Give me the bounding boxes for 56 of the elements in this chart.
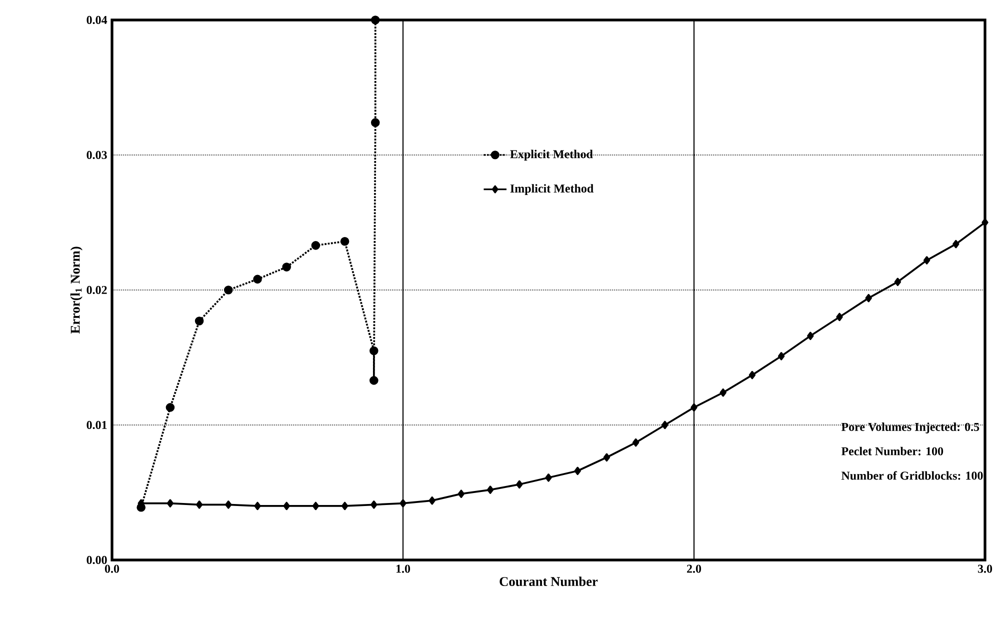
point <box>224 286 233 294</box>
point <box>574 466 581 476</box>
point <box>836 312 843 322</box>
point <box>690 403 698 412</box>
point <box>311 241 320 250</box>
point <box>632 438 640 447</box>
point <box>748 370 756 380</box>
x-tick-label: 0.0 <box>104 564 120 573</box>
point <box>865 294 872 302</box>
y-tick-label: 0.03 <box>86 150 107 160</box>
point <box>370 500 378 509</box>
point <box>225 500 232 509</box>
y-tick-label: 0.02 <box>86 286 107 294</box>
point <box>166 403 175 412</box>
point <box>194 316 204 326</box>
point <box>982 218 988 227</box>
point <box>807 332 814 340</box>
point <box>720 388 726 397</box>
point <box>166 499 174 508</box>
y-tick-label: 0.01 <box>86 420 107 430</box>
point <box>923 256 930 264</box>
y-tick-label: 0.04 <box>86 16 108 24</box>
point <box>894 278 902 286</box>
x-tick-label: 1.0 <box>396 564 410 573</box>
point <box>370 16 380 24</box>
annotation: Pore Volumes Injected: 0.5 <box>841 422 980 434</box>
annotation: Peclet Number: 100 <box>841 446 944 456</box>
point <box>370 118 380 127</box>
point <box>340 236 350 246</box>
point <box>312 502 320 510</box>
point <box>400 499 406 508</box>
point <box>778 352 785 360</box>
point <box>516 480 523 489</box>
x-tick-label: 3.0 <box>978 564 992 573</box>
point <box>486 486 494 494</box>
point <box>283 502 290 510</box>
point <box>370 376 378 385</box>
point <box>545 474 552 482</box>
point <box>254 502 261 510</box>
point <box>282 262 292 272</box>
y-tick-label: 0.00 <box>86 556 107 564</box>
point <box>196 500 203 509</box>
point <box>428 496 436 505</box>
y-axis-title: Error(l$_{1}$ Norm) <box>70 246 82 334</box>
x-tick-label: 2.0 <box>687 564 702 573</box>
annotation: Number of Gridblocks: 100 <box>841 471 983 480</box>
point <box>370 346 378 356</box>
legend-label: Implicit Method <box>510 184 594 195</box>
point <box>662 420 668 430</box>
point <box>458 490 465 498</box>
point <box>603 453 610 462</box>
x-axis-title: Courant Number <box>500 576 598 586</box>
point <box>952 240 960 248</box>
legend-label: Explicit Method <box>510 150 593 161</box>
point <box>253 274 262 284</box>
point <box>341 502 348 510</box>
